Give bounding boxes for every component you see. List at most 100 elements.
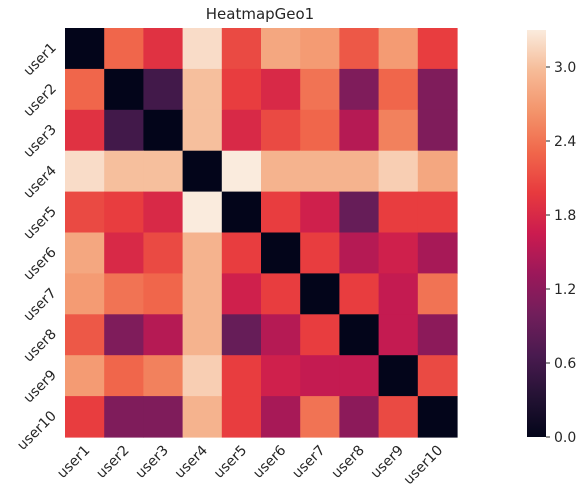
heatmap-cell-user6-user7: [300, 232, 340, 274]
heatmap-cell-user2-user5: [221, 68, 262, 111]
heatmap-cell-user5-user10: [417, 191, 458, 234]
heatmap-cell-user4-user9: [378, 150, 419, 193]
heatmap-cell-user1-user1: [65, 28, 105, 70]
heatmap-cell-user6-user8: [339, 232, 380, 274]
heatmap-cell-user9-user7: [300, 355, 340, 397]
heatmap-cell-user10-user7: [300, 396, 340, 438]
heatmap-cell-user7-user2: [104, 273, 144, 315]
heatmap-cell-user3-user8: [339, 109, 380, 152]
y-tick-label: user1: [21, 40, 60, 79]
colorbar-tick-label: 1.2: [554, 282, 576, 298]
heatmap-cell-user3-user5: [221, 109, 262, 152]
heatmap-cell-user6-user10: [417, 232, 458, 274]
heatmap-cell-user10-user8: [339, 396, 380, 438]
heatmap-cell-user3-user7: [300, 109, 340, 152]
x-tick-label: user5: [211, 443, 250, 482]
y-tick-label: user8: [21, 326, 60, 365]
x-tick-label: user2: [93, 443, 132, 482]
heatmap-cell-user2-user4: [182, 68, 223, 111]
y-tick-label: user6: [21, 244, 60, 283]
heatmap-cell-user10-user6: [261, 396, 301, 438]
heatmap-cell-user6-user6: [261, 232, 301, 274]
heatmap-cell-user2-user6: [261, 68, 301, 111]
y-tick-label: user4: [21, 163, 60, 202]
heatmap-cell-user1-user3: [143, 28, 184, 70]
heatmap-cell-user10-user10: [417, 396, 458, 438]
x-tick-label: user1: [54, 443, 93, 482]
heatmap-cell-user1-user9: [378, 28, 419, 70]
heatmap-cell-user6-user4: [182, 232, 223, 274]
heatmap-cell-user1-user8: [339, 28, 380, 70]
heatmap-cell-user1-user7: [300, 28, 340, 70]
heatmap-cells: [65, 28, 458, 438]
y-tick-label: user3: [21, 122, 60, 161]
heatmap-cell-user4-user7: [300, 150, 340, 193]
heatmap-cell-user1-user6: [261, 28, 301, 70]
heatmap-cell-user2-user8: [339, 68, 380, 111]
heatmap-cell-user8-user7: [300, 314, 340, 356]
heatmap-cell-user8-user3: [143, 314, 184, 356]
chart-title: HeatmapGeo1: [206, 5, 314, 23]
x-tick-label: user7: [289, 443, 328, 482]
heatmap-cell-user2-user2: [104, 68, 144, 111]
x-tick-label: user6: [250, 442, 289, 481]
heatmap-cell-user3-user3: [143, 109, 184, 152]
heatmap-cell-user5-user3: [143, 191, 184, 234]
heatmap-cell-user7-user7: [300, 273, 340, 315]
heatmap-cell-user7-user4: [182, 273, 223, 315]
heatmap-cell-user10-user5: [221, 396, 262, 438]
heatmap-cell-user5-user5: [221, 191, 262, 234]
heatmap-cell-user6-user5: [221, 232, 262, 274]
heatmap-cell-user10-user2: [104, 396, 144, 438]
heatmap-cell-user3-user2: [104, 109, 144, 152]
colorbar-tick-label: 1.8: [554, 208, 576, 224]
heatmap-cell-user6-user3: [143, 232, 184, 274]
heatmap-cell-user5-user2: [104, 191, 144, 234]
heatmap-cell-user4-user3: [143, 150, 184, 193]
heatmap-cell-user3-user9: [378, 109, 419, 152]
heatmap-cell-user5-user9: [378, 191, 419, 234]
heatmap-cell-user5-user4: [182, 191, 223, 234]
heatmap-cell-user8-user4: [182, 314, 223, 356]
heatmap-cell-user4-user1: [65, 150, 105, 193]
heatmap-cell-user6-user9: [378, 232, 419, 274]
x-tick-label: user4: [172, 442, 211, 481]
heatmap-cell-user9-user5: [221, 355, 262, 397]
heatmap-cell-user9-user2: [104, 355, 144, 397]
heatmap-cell-user8-user8: [339, 314, 380, 356]
colorbar-tick-label: 2.4: [554, 134, 576, 150]
heatmap-cell-user8-user5: [221, 314, 262, 356]
heatmap-cell-user1-user5: [221, 28, 262, 70]
y-tick-label: user2: [21, 81, 60, 120]
colorbar: [527, 30, 546, 437]
heatmap-cell-user10-user1: [65, 396, 105, 438]
heatmap-cell-user9-user8: [339, 355, 380, 397]
heatmap-cell-user8-user2: [104, 314, 144, 356]
heatmap-cell-user8-user1: [65, 314, 105, 356]
heatmap-cell-user2-user1: [65, 68, 105, 111]
heatmap-cell-user5-user6: [261, 191, 301, 234]
heatmap-cell-user2-user9: [378, 68, 419, 111]
heatmap-cell-user4-user2: [104, 150, 144, 193]
heatmap-cell-user1-user2: [104, 28, 144, 70]
colorbar-tick-label: 0.6: [554, 356, 576, 372]
x-tick-label: user3: [133, 443, 172, 482]
colorbar-tick-label: 0.0: [554, 430, 576, 446]
heatmap-cell-user7-user8: [339, 273, 380, 315]
heatmap-cell-user8-user10: [417, 314, 458, 356]
colorbar-tick-label: 3.0: [554, 60, 576, 76]
y-tick-label: user10: [14, 408, 60, 454]
y-tick-label: user7: [21, 285, 60, 324]
heatmap-cell-user8-user9: [378, 314, 419, 356]
heatmap-cell-user10-user9: [378, 396, 419, 438]
x-tick-label: user10: [401, 443, 447, 489]
heatmap-cell-user5-user7: [300, 191, 340, 234]
heatmap-cell-user5-user8: [339, 191, 380, 234]
heatmap-cell-user8-user6: [261, 314, 301, 356]
heatmap-cell-user9-user10: [417, 355, 458, 397]
y-tick-label: user9: [21, 367, 60, 406]
heatmap-cell-user5-user1: [65, 191, 105, 234]
heatmap-cell-user7-user3: [143, 273, 184, 315]
heatmap-cell-user6-user1: [65, 232, 105, 274]
